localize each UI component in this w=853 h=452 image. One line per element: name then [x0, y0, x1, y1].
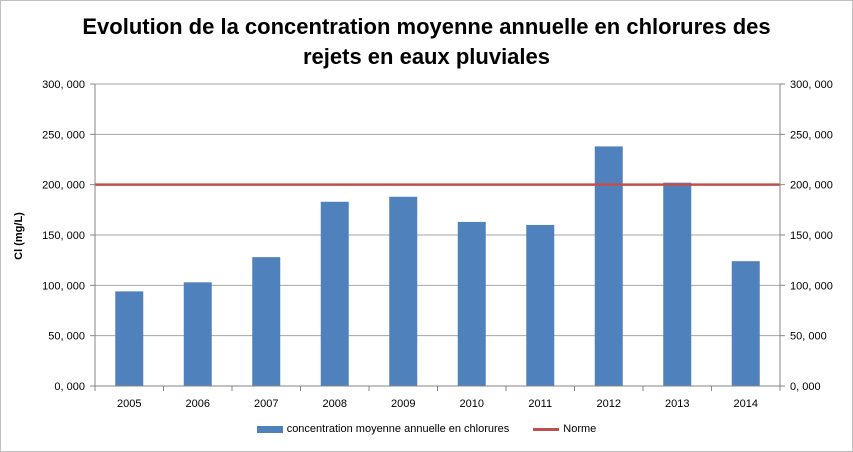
y-tick-label-right: 0, 000: [790, 381, 821, 393]
bar: [252, 257, 281, 386]
legend-swatch-line: [533, 427, 560, 431]
bar: [731, 261, 760, 386]
x-tick-label: 2012: [597, 398, 621, 410]
chart-title-line-2: rejets en eaux pluviales: [302, 44, 551, 69]
legend-item-norme: Norme: [533, 423, 596, 435]
y-tick-label-right: 200, 000: [790, 180, 833, 192]
x-tick-label: 2009: [391, 398, 415, 410]
y-axis-label: Cl (mg/L): [13, 212, 25, 260]
x-tick-label: 2010: [460, 398, 484, 410]
axes: [90, 83, 785, 391]
bars: [115, 146, 760, 386]
legend: concentration moyenne annuelle en chloru…: [0, 423, 853, 435]
y-tick-label-right: 300, 000: [790, 79, 833, 91]
chart-title-line-1: Evolution de la concentration moyenne an…: [82, 14, 771, 39]
y-tick-label-right: 100, 000: [790, 280, 833, 292]
x-tick-label: 2006: [186, 398, 210, 410]
x-tick-label: 2007: [254, 398, 278, 410]
bar: [663, 182, 692, 386]
x-tick-label: 2005: [117, 398, 141, 410]
bar: [115, 291, 144, 386]
bar: [594, 146, 623, 386]
x-tick-label: 2014: [734, 398, 758, 410]
y-tick-label-left: 0, 000: [54, 381, 85, 393]
x-tick-label: 2013: [665, 398, 689, 410]
legend-label-series: concentration moyenne annuelle en chloru…: [286, 423, 510, 435]
legend-swatch-bar: [256, 425, 283, 433]
y-tick-label-left: 200, 000: [42, 180, 85, 192]
y-tick-label-right: 50, 000: [790, 331, 827, 343]
x-tick-label: 2008: [323, 398, 347, 410]
legend-label-norme: Norme: [563, 423, 597, 435]
y-tick-label-left: 300, 000: [42, 79, 85, 91]
y-tick-label-right: 150, 000: [790, 230, 833, 242]
chart-title: Evolution de la concentration moyenne an…: [0, 12, 853, 72]
y-tick-label-left: 250, 000: [42, 129, 85, 141]
x-tick-label: 2011: [528, 398, 552, 410]
y-tick-label-left: 50, 000: [48, 331, 85, 343]
bar: [526, 224, 555, 386]
bar: [457, 221, 486, 386]
bar: [320, 201, 349, 386]
y-tick-label-right: 250, 000: [790, 129, 833, 141]
bar: [183, 282, 212, 386]
y-tick-label-left: 100, 000: [42, 280, 85, 292]
tick-labels: 0, 000 0, 000 50, 000 50, 000 100, 000 100, 0…: [42, 79, 833, 410]
legend-item-series: concentration moyenne annuelle en chloru…: [256, 423, 510, 435]
bar: [389, 196, 418, 386]
y-tick-label-left: 150, 000: [42, 230, 85, 242]
